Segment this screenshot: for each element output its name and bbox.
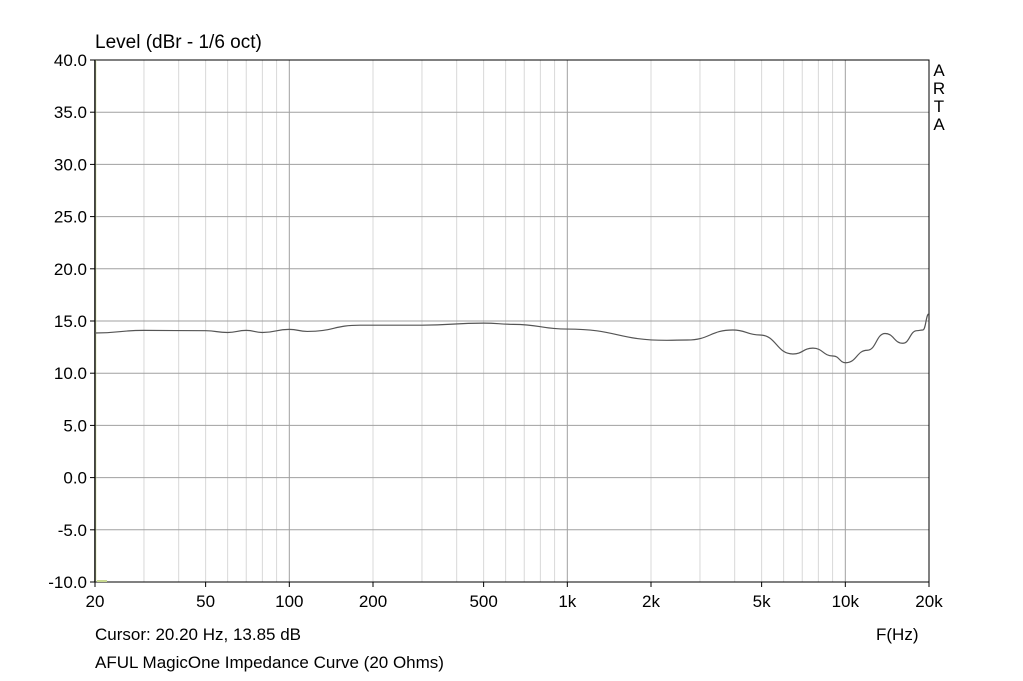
y-tick-label: -5.0 [58,521,87,540]
y-tick-label: 15.0 [54,312,87,331]
y-tick-label: 40.0 [54,51,87,70]
y-tick-label: 30.0 [54,155,87,174]
x-tick-label: 20 [86,592,105,611]
y-tick-label: 20.0 [54,260,87,279]
y-tick-label: -10.0 [48,573,87,592]
x-axis-label: F(Hz) [876,625,919,644]
x-tick-label: 1k [558,592,576,611]
y-tick-label: 25.0 [54,208,87,227]
x-tick-label: 2k [642,592,660,611]
x-tick-label: 10k [832,592,860,611]
chart-caption: AFUL MagicOne Impedance Curve (20 Ohms) [95,653,444,672]
chart-title: Level (dBr - 1/6 oct) [95,32,262,53]
cursor-readout: Cursor: 20.20 Hz, 13.85 dB [95,625,302,644]
impedance-curve [94,313,930,364]
x-tick-label: 5k [753,592,771,611]
x-tick-label: 20k [915,592,943,611]
x-tick-label: 200 [359,592,387,611]
y-tick-label: 35.0 [54,103,87,122]
x-tick-label: 50 [196,592,215,611]
x-tick-label: 500 [469,592,497,611]
y-tick-label: 5.0 [63,416,87,435]
y-tick-label: 0.0 [63,469,87,488]
x-tick-label: 100 [275,592,303,611]
y-tick-label: 10.0 [54,364,87,383]
